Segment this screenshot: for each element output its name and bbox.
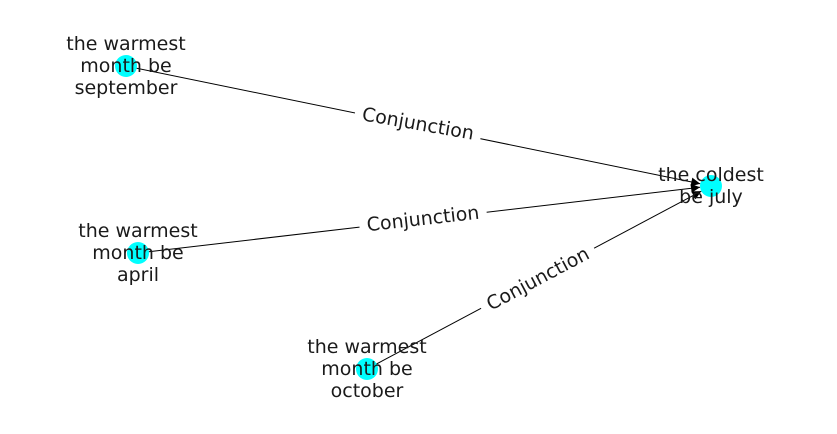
- node-circle-n3: [356, 358, 378, 380]
- node-circle-n4: [700, 175, 722, 197]
- edge-label: Conjunction: [483, 243, 593, 316]
- node-label-n1: the warmest month be september: [66, 33, 185, 99]
- node-label-line: september: [75, 77, 178, 99]
- node-label-line: the coldest: [658, 164, 764, 186]
- node-label-n3: the warmest month be october: [307, 336, 426, 402]
- node-circle-n2: [127, 242, 149, 264]
- node-label-n2: the warmest month be april: [78, 220, 197, 286]
- edge-label-group: Conjunction: [352, 101, 484, 147]
- edge-label-group: Conjunction: [358, 199, 488, 239]
- node-circle-n1: [115, 55, 137, 77]
- node-label-n4: the coldest be july: [658, 164, 764, 208]
- edge-label: Conjunction: [360, 103, 475, 144]
- edge-label-background: [475, 238, 601, 320]
- node-label-line: be july: [679, 186, 743, 208]
- node-label-line: month be: [321, 358, 412, 380]
- node-label-line: april: [117, 264, 159, 286]
- nodes-layer: [115, 55, 722, 380]
- node-label-line: the warmest: [307, 336, 426, 358]
- node-label-line: month be: [80, 55, 171, 77]
- node-label-line: the warmest: [66, 33, 185, 55]
- node-label-line: month be: [92, 242, 183, 264]
- edge-label-group: Conjunction: [475, 238, 601, 320]
- node-label-line: october: [331, 380, 404, 402]
- edge-label-background: [352, 101, 484, 147]
- node-label-line: the warmest: [78, 220, 197, 242]
- edge-label-background: [358, 199, 488, 239]
